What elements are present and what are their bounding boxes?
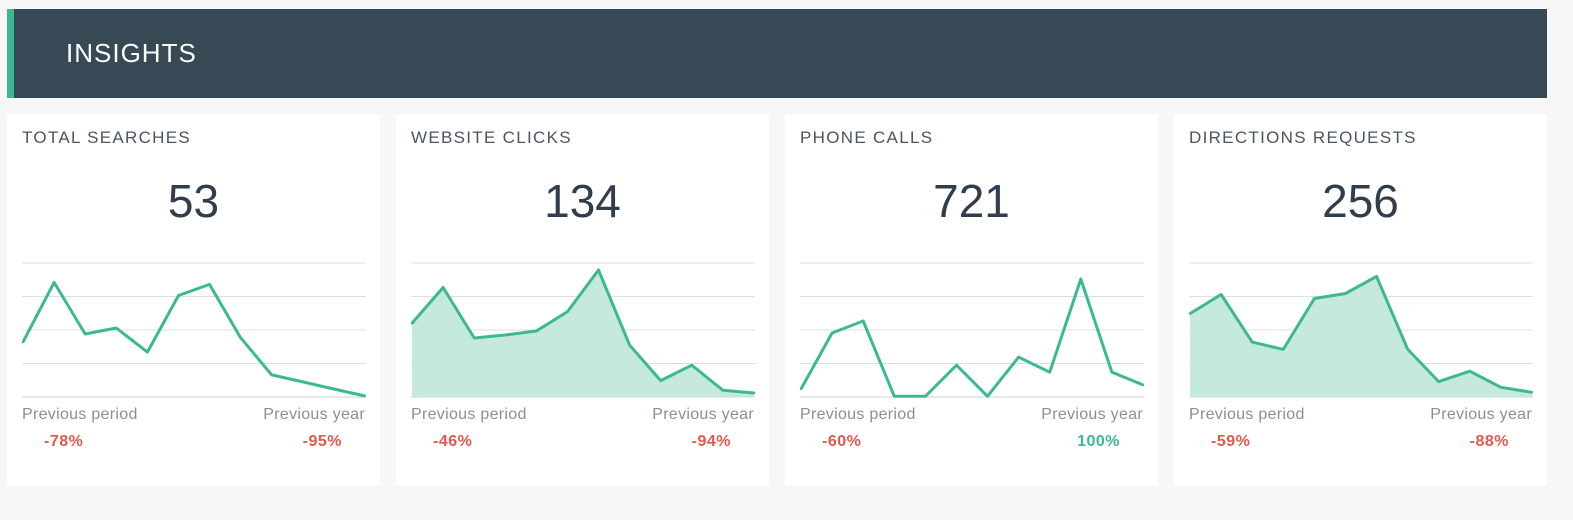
series-area — [412, 270, 754, 397]
data-point — [472, 336, 476, 340]
data-point — [597, 268, 600, 272]
card-website-clicks: WEBSITE CLICKS 134 Previous period Previ… — [396, 114, 769, 486]
previous-period-change: -78% — [44, 433, 84, 450]
data-point — [986, 395, 989, 398]
card-value: 721 — [933, 175, 1010, 227]
card-title: DIRECTIONS REQUESTS — [1189, 128, 1417, 147]
previous-period-label: Previous period — [22, 406, 138, 423]
data-point — [659, 379, 662, 382]
data-point — [1189, 312, 1192, 315]
previous-period-label: Previous period — [411, 406, 527, 423]
data-point — [1530, 391, 1533, 394]
series-line — [800, 277, 1144, 398]
data-point — [800, 387, 803, 391]
data-point — [566, 310, 569, 313]
card-phone-calls: PHONE CALLS 721 Previous period Previous… — [785, 114, 1158, 486]
sparkline-chart — [1189, 262, 1533, 398]
data-point — [628, 343, 631, 347]
previous-year-label: Previous year — [263, 406, 365, 423]
data-point — [893, 395, 896, 398]
data-point — [208, 283, 211, 286]
data-point — [1219, 293, 1223, 296]
previous-period-change: -59% — [1211, 433, 1251, 450]
data-point — [411, 322, 414, 325]
sparkline-chart — [411, 262, 755, 398]
data-point — [22, 340, 25, 344]
data-point — [239, 336, 242, 339]
data-point — [690, 363, 694, 367]
data-point — [535, 329, 538, 333]
previous-year-label: Previous year — [652, 406, 754, 423]
data-point — [830, 331, 834, 335]
data-point — [441, 286, 445, 289]
previous-year-label: Previous year — [1041, 406, 1143, 423]
series-line — [22, 280, 366, 398]
data-point — [115, 326, 118, 330]
card-title: PHONE CALLS — [800, 128, 934, 147]
card-title: WEBSITE CLICKS — [411, 128, 572, 147]
previous-year-change: -95% — [302, 433, 342, 450]
data-point — [1141, 383, 1144, 387]
previous-year-change: -88% — [1469, 433, 1509, 450]
series-area — [1190, 276, 1532, 397]
sparkline-chart — [800, 262, 1144, 398]
data-point — [1110, 371, 1114, 374]
card-value: 134 — [544, 175, 621, 227]
previous-year-change: 100% — [1077, 433, 1120, 450]
data-point — [1079, 277, 1083, 281]
data-point — [924, 395, 927, 398]
previous-period-label: Previous period — [1189, 406, 1305, 423]
page-title: INSIGHTS — [66, 38, 197, 68]
data-point — [721, 389, 725, 392]
card-value: 53 — [167, 175, 220, 227]
data-point — [1344, 292, 1347, 295]
card-value: 256 — [1322, 175, 1399, 227]
data-point — [146, 350, 149, 354]
card-directions-requests: DIRECTIONS REQUESTS 256 Previous period … — [1174, 114, 1547, 486]
previous-period-change: -46% — [433, 433, 473, 450]
data-point — [1406, 347, 1409, 351]
data-point — [1282, 348, 1285, 351]
data-point — [1250, 340, 1254, 344]
data-point — [504, 333, 507, 337]
data-point — [301, 380, 305, 384]
data-point — [270, 373, 273, 377]
data-point — [1017, 355, 1020, 359]
data-point — [332, 387, 336, 391]
data-point — [83, 332, 87, 336]
card-total-searches: TOTAL SEARCHES 53 Previous period Previo… — [7, 114, 380, 486]
data-point — [1499, 386, 1503, 389]
data-point — [1048, 371, 1051, 374]
card-title: TOTAL SEARCHES — [22, 128, 192, 147]
previous-year-change: -94% — [691, 433, 731, 450]
sparkline-chart — [22, 262, 366, 398]
data-point — [1313, 297, 1316, 300]
previous-period-change: -60% — [822, 433, 862, 450]
data-point — [1375, 275, 1378, 278]
data-point — [52, 281, 56, 284]
data-point — [1468, 370, 1472, 373]
previous-period-label: Previous period — [800, 406, 916, 423]
data-point — [955, 363, 958, 367]
series-line — [411, 268, 755, 395]
insights-header: INSIGHTS — [7, 9, 1547, 98]
data-point — [177, 294, 180, 297]
data-point — [1437, 380, 1440, 383]
series-line — [1189, 274, 1533, 394]
data-point — [861, 319, 865, 323]
data-point — [752, 391, 755, 395]
previous-year-label: Previous year — [1430, 406, 1532, 423]
data-point — [363, 394, 366, 398]
